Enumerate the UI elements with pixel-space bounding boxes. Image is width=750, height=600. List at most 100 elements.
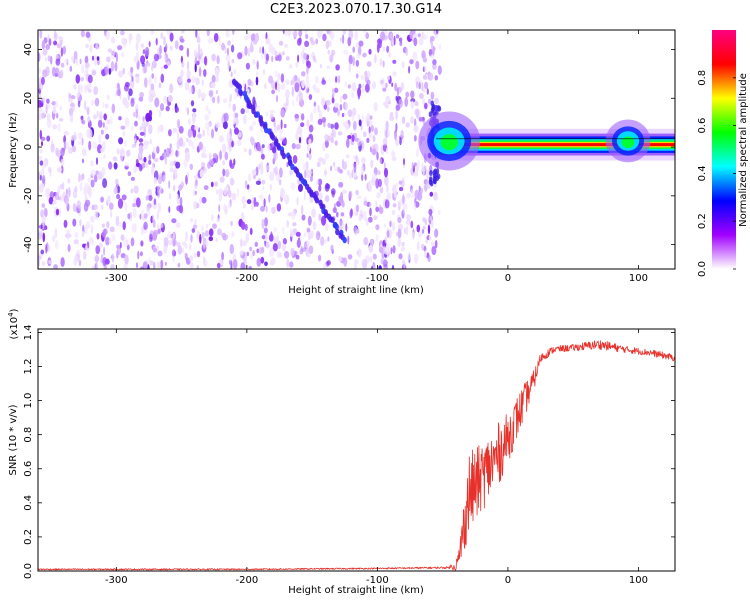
noise-speck xyxy=(406,192,411,199)
noise-speck xyxy=(116,193,121,200)
noise-speck xyxy=(364,70,368,76)
noise-speck xyxy=(330,52,334,59)
noise-speck xyxy=(366,137,370,143)
noise-speck xyxy=(410,30,416,35)
noise-speck xyxy=(100,196,104,203)
spectrogram-x-tick-label: -200 xyxy=(236,273,259,284)
noise-speck xyxy=(229,93,232,102)
noise-speck xyxy=(60,147,65,157)
noise-speck xyxy=(202,153,208,159)
noise-speck xyxy=(368,245,374,253)
snr-x-label: Height of straight line (km) xyxy=(288,585,424,596)
noise-speck xyxy=(437,65,442,75)
noise-speck xyxy=(366,79,371,85)
noise-speck xyxy=(100,254,104,260)
noise-speck xyxy=(207,161,211,169)
noise-speck xyxy=(305,88,309,94)
noise-speck xyxy=(164,261,167,266)
noise-speck xyxy=(211,214,214,221)
noise-speck xyxy=(245,83,249,92)
noise-speck xyxy=(394,182,399,189)
noise-speck xyxy=(167,239,174,246)
noise-speck xyxy=(199,169,204,178)
noise-speck xyxy=(40,76,45,86)
noise-speck xyxy=(272,243,278,252)
noise-speck xyxy=(309,175,313,182)
noise-speck xyxy=(146,62,151,67)
noise-speck xyxy=(292,76,295,85)
noise-speck xyxy=(389,115,395,122)
noise-speck xyxy=(90,160,94,167)
noise-speck xyxy=(306,144,311,152)
noise-speck xyxy=(168,180,171,189)
noise-speck xyxy=(395,95,398,101)
spectrogram-y-tick-label: 20 xyxy=(23,92,34,105)
noise-speck xyxy=(159,103,165,112)
noise-speck xyxy=(286,161,289,168)
noise-speck xyxy=(193,252,197,259)
noise-speck xyxy=(321,97,326,107)
noise-speck xyxy=(295,61,298,68)
noise-speck xyxy=(384,104,390,109)
noise-speck xyxy=(158,82,162,89)
noise-speck xyxy=(280,73,285,83)
noise-speck xyxy=(73,83,77,90)
noise-speck xyxy=(88,140,92,151)
noise-speck xyxy=(255,166,259,176)
noise-speck xyxy=(308,245,314,254)
noise-speck xyxy=(203,69,207,77)
noise-speck xyxy=(82,243,87,248)
noise-speck xyxy=(282,139,287,145)
noise-speck xyxy=(324,153,330,160)
noise-speck xyxy=(243,80,246,88)
noise-speck xyxy=(274,50,278,58)
edge-speck xyxy=(432,176,437,183)
noise-speck xyxy=(250,33,256,42)
streak-speck xyxy=(330,216,335,224)
noise-speck xyxy=(201,231,205,239)
noise-speck xyxy=(255,76,259,86)
noise-speck xyxy=(50,143,55,153)
noise-speck xyxy=(305,81,311,89)
noise-speck xyxy=(271,206,276,215)
edge-speck xyxy=(431,104,436,111)
noise-speck xyxy=(430,219,434,228)
noise-speck xyxy=(343,257,348,267)
noise-speck xyxy=(177,75,183,84)
noise-speck xyxy=(206,30,210,37)
noise-speck xyxy=(370,255,373,263)
noise-speck xyxy=(197,133,202,139)
noise-speck xyxy=(130,78,135,89)
noise-speck xyxy=(122,221,126,231)
noise-speck xyxy=(301,214,306,221)
noise-speck xyxy=(376,151,379,161)
noise-speck xyxy=(414,135,417,142)
noise-speck xyxy=(59,69,64,79)
noise-speck xyxy=(339,104,343,111)
carrier-bump xyxy=(621,136,635,149)
noise-speck xyxy=(93,55,98,60)
noise-speck xyxy=(308,153,312,161)
noise-speck xyxy=(337,166,341,173)
noise-speck xyxy=(44,225,48,230)
noise-speck xyxy=(40,249,45,255)
noise-speck xyxy=(93,86,99,96)
noise-speck xyxy=(342,222,345,229)
noise-speck xyxy=(118,137,124,145)
noise-speck xyxy=(297,54,300,63)
noise-speck xyxy=(70,95,76,100)
noise-speck xyxy=(382,46,385,52)
noise-speck xyxy=(262,186,265,191)
noise-speck xyxy=(159,124,164,133)
noise-speck xyxy=(428,98,432,104)
streak-speck xyxy=(314,197,320,204)
noise-speck xyxy=(341,200,345,208)
noise-speck xyxy=(176,139,180,150)
noise-speck xyxy=(148,41,151,47)
noise-speck xyxy=(414,171,419,177)
noise-speck xyxy=(397,200,401,207)
noise-speck xyxy=(148,76,152,86)
noise-speck xyxy=(157,126,160,134)
noise-speck xyxy=(367,216,373,223)
noise-speck xyxy=(217,95,220,104)
